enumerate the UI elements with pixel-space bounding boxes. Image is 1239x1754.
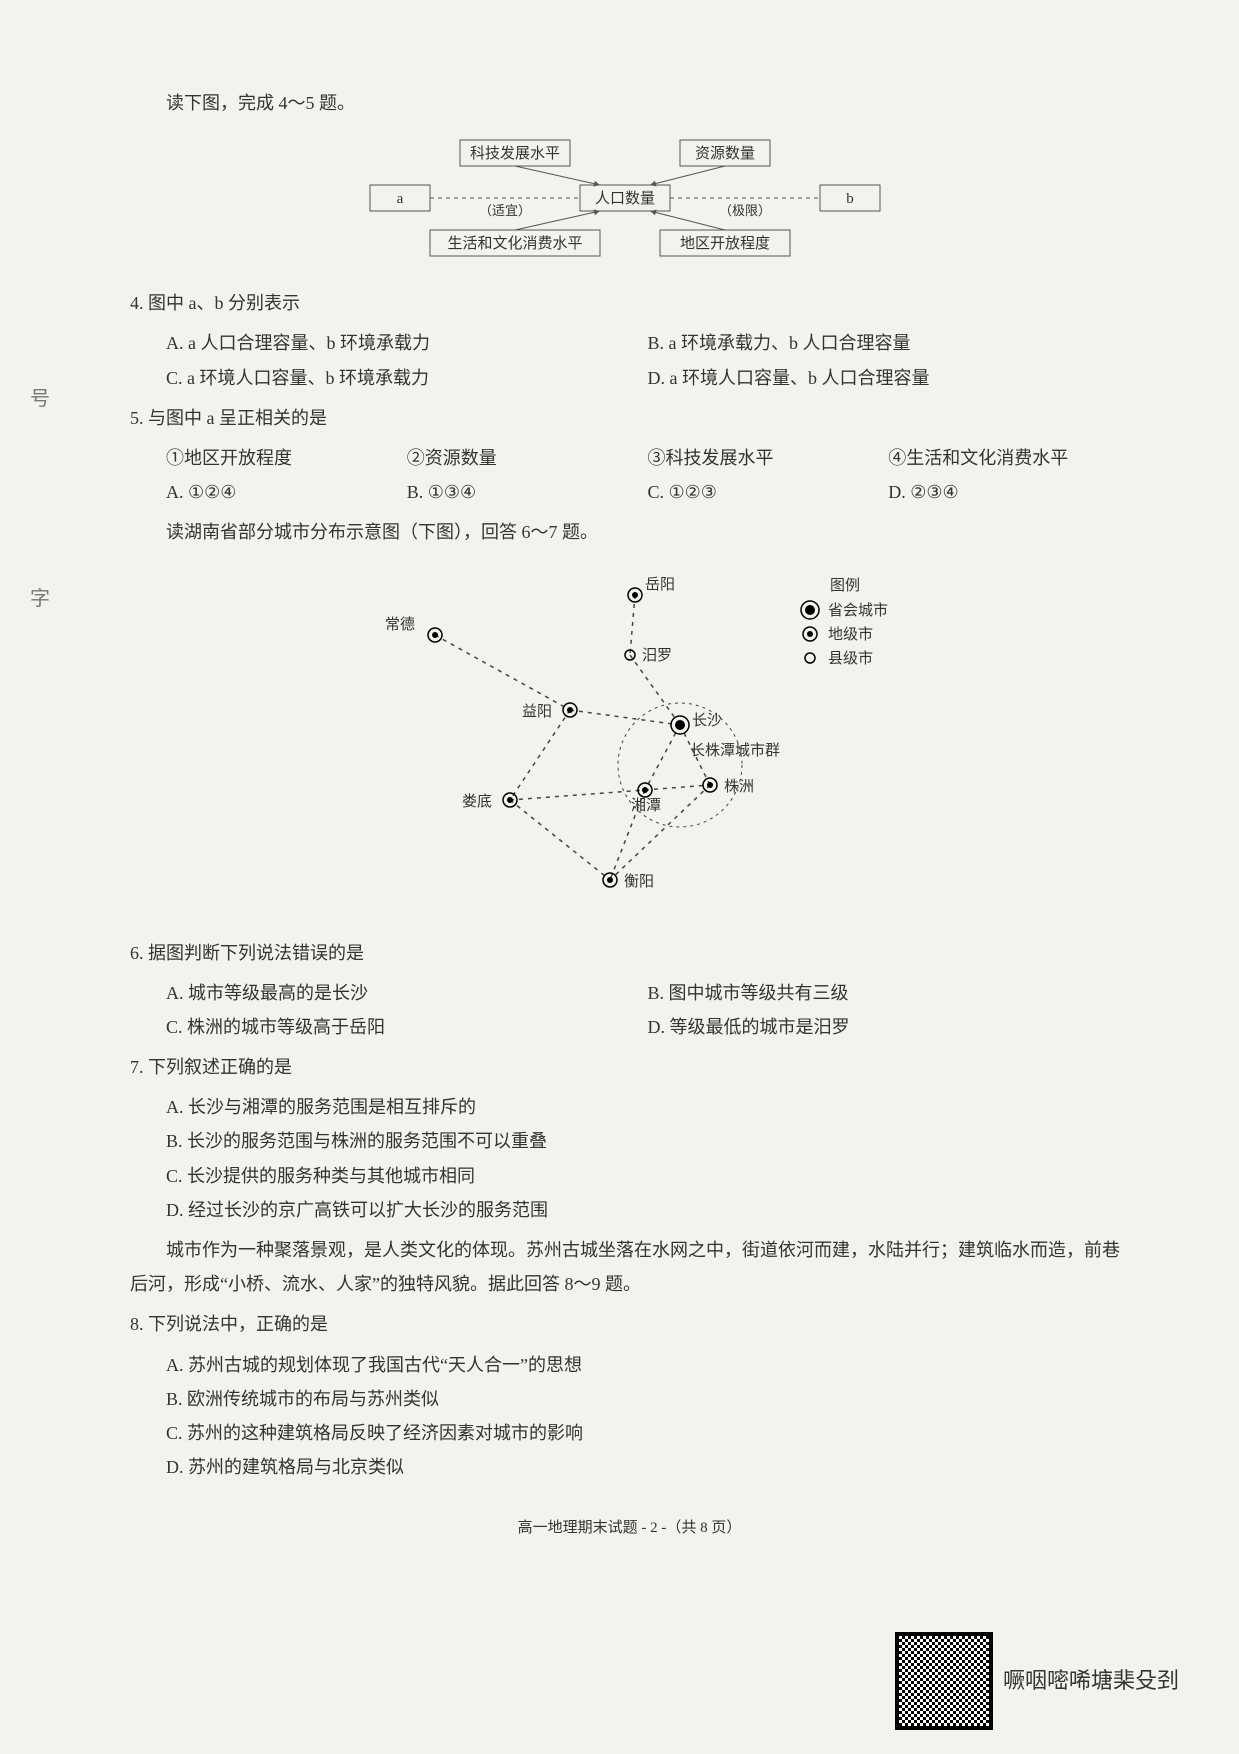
q5-opt-d[interactable]: D. ②③④ (888, 475, 1129, 509)
svg-text:娄底: 娄底 (462, 793, 492, 810)
q6-opt-d[interactable]: D. 等级最低的城市是汨罗 (648, 1010, 1130, 1044)
q6-opt-c[interactable]: C. 株洲的城市等级高于岳阳 (166, 1010, 648, 1044)
q6-stem: 6. 据图判断下列说法错误的是 (130, 936, 1129, 970)
svg-text:县级市: 县级市 (828, 650, 873, 667)
q5-opt-a[interactable]: A. ①②④ (166, 475, 407, 509)
q7-options: A. 长沙与湘潭的服务范围是相互排斥的 B. 长沙的服务范围与株洲的服务范围不可… (166, 1090, 1129, 1227)
passage-8-9: 城市作为一种聚落景观，是人类文化的体现。苏州古城坐落在水网之中，街道依河而建，水… (130, 1233, 1129, 1301)
q4-stem: 4. 图中 a、b 分别表示 (130, 286, 1129, 320)
q5-item-1: ①地区开放程度 (166, 441, 407, 475)
q5-items: ①地区开放程度 ②资源数量 ③科技发展水平 ④生活和文化消费水平 (166, 441, 1129, 475)
svg-text:地区开放程度: 地区开放程度 (679, 235, 769, 252)
svg-text:省会城市: 省会城市 (828, 602, 888, 619)
svg-text:岳阳: 岳阳 (645, 576, 675, 593)
q5-opt-c[interactable]: C. ①②③ (648, 475, 889, 509)
qr-text: 噘咽嘧唏塘棐殳刭 (1003, 1660, 1179, 1702)
q4-opt-d[interactable]: D. a 环境人口容量、b 人口合理容量 (648, 361, 1130, 395)
q7-opt-d[interactable]: D. 经过长沙的京广高铁可以扩大长沙的服务范围 (166, 1193, 1129, 1227)
svg-text:图例: 图例 (830, 577, 860, 594)
page-footer: 高一地理期末试题 - 2 -（共 8 页） (130, 1514, 1129, 1543)
q6-opt-a[interactable]: A. 城市等级最高的是长沙 (166, 976, 648, 1010)
svg-text:（极限）: （极限） (718, 203, 770, 218)
q5-options: A. ①②④ B. ①③④ C. ①②③ D. ②③④ (166, 475, 1129, 509)
exam-page: 号 字 读下图，完成 4～5 题。 科技发展水平 资源数量 a 人口数量 b 生… (0, 0, 1239, 1740)
qr-region: 噘咽嘧唏塘棐殳刭 (895, 1632, 1179, 1730)
binding-mark-2: 字 (30, 580, 50, 618)
svg-text:科技发展水平: 科技发展水平 (469, 145, 559, 162)
q5-item-2: ②资源数量 (407, 441, 648, 475)
svg-text:b: b (846, 191, 854, 207)
q7-opt-a[interactable]: A. 长沙与湘潭的服务范围是相互排斥的 (166, 1090, 1129, 1124)
q5-opt-b[interactable]: B. ①③④ (407, 475, 648, 509)
q7-stem: 7. 下列叙述正确的是 (130, 1050, 1129, 1084)
q6-options: A. 城市等级最高的是长沙 B. 图中城市等级共有三级 C. 株洲的城市等级高于… (166, 976, 1129, 1044)
q4-options: A. a 人口合理容量、b 环境承载力 B. a 环境承载力、b 人口合理容量 … (166, 326, 1129, 394)
svg-text:常德: 常德 (385, 615, 415, 633)
q5-item-3: ③科技发展水平 (648, 441, 889, 475)
diagram-population-capacity: 科技发展水平 资源数量 a 人口数量 b 生活和文化消费水平 地区开放程度 （适… (280, 130, 980, 270)
svg-text:生活和文化消费水平: 生活和文化消费水平 (447, 235, 582, 252)
q8-opt-c[interactable]: C. 苏州的这种建筑格局反映了经济因素对城市的影响 (166, 1416, 1129, 1450)
binding-mark-1: 号 (30, 380, 50, 418)
svg-text:湘潭: 湘潭 (631, 797, 661, 814)
svg-text:资源数量: 资源数量 (694, 145, 754, 162)
svg-text:（适宜）: （适宜） (478, 203, 530, 218)
diagram-hunan-cities: 长株潭城市群 岳阳汨罗 常德益阳长沙湘潭 株洲娄底衡阳 图例省会城市地级市县级市 (280, 560, 980, 920)
intro-4-5: 读下图，完成 4～5 题。 (130, 86, 1129, 120)
svg-text:人口数量: 人口数量 (594, 190, 654, 207)
svg-text:a: a (396, 191, 403, 207)
q7-opt-c[interactable]: C. 长沙提供的服务种类与其他城市相同 (166, 1159, 1129, 1193)
svg-text:株洲: 株洲 (724, 778, 754, 795)
q5-stem: 5. 与图中 a 呈正相关的是 (130, 401, 1129, 435)
q7-opt-b[interactable]: B. 长沙的服务范围与株洲的服务范围不可以重叠 (166, 1124, 1129, 1158)
svg-text:地级市: 地级市 (828, 626, 873, 643)
svg-text:长株潭城市群: 长株潭城市群 (690, 742, 780, 759)
svg-text:汨罗: 汨罗 (642, 647, 672, 664)
qr-code-icon (895, 1632, 993, 1730)
q8-options: A. 苏州古城的规划体现了我国古代“天人合一”的思想 B. 欧洲传统城市的布局与… (166, 1348, 1129, 1485)
q8-opt-b[interactable]: B. 欧洲传统城市的布局与苏州类似 (166, 1382, 1129, 1416)
q4-opt-a[interactable]: A. a 人口合理容量、b 环境承载力 (166, 326, 648, 360)
q8-stem: 8. 下列说法中，正确的是 (130, 1307, 1129, 1341)
svg-text:益阳: 益阳 (522, 703, 552, 720)
q4-opt-c[interactable]: C. a 环境人口容量、b 环境承载力 (166, 361, 648, 395)
q8-opt-d[interactable]: D. 苏州的建筑格局与北京类似 (166, 1450, 1129, 1484)
q5-item-4: ④生活和文化消费水平 (888, 441, 1129, 475)
svg-text:长沙: 长沙 (692, 712, 722, 729)
q6-opt-b[interactable]: B. 图中城市等级共有三级 (648, 976, 1130, 1010)
intro-6-7: 读湖南省部分城市分布示意图（下图），回答 6～7 题。 (130, 515, 1129, 549)
q8-opt-a[interactable]: A. 苏州古城的规划体现了我国古代“天人合一”的思想 (166, 1348, 1129, 1382)
svg-text:衡阳: 衡阳 (624, 873, 654, 890)
q4-opt-b[interactable]: B. a 环境承载力、b 人口合理容量 (648, 326, 1130, 360)
